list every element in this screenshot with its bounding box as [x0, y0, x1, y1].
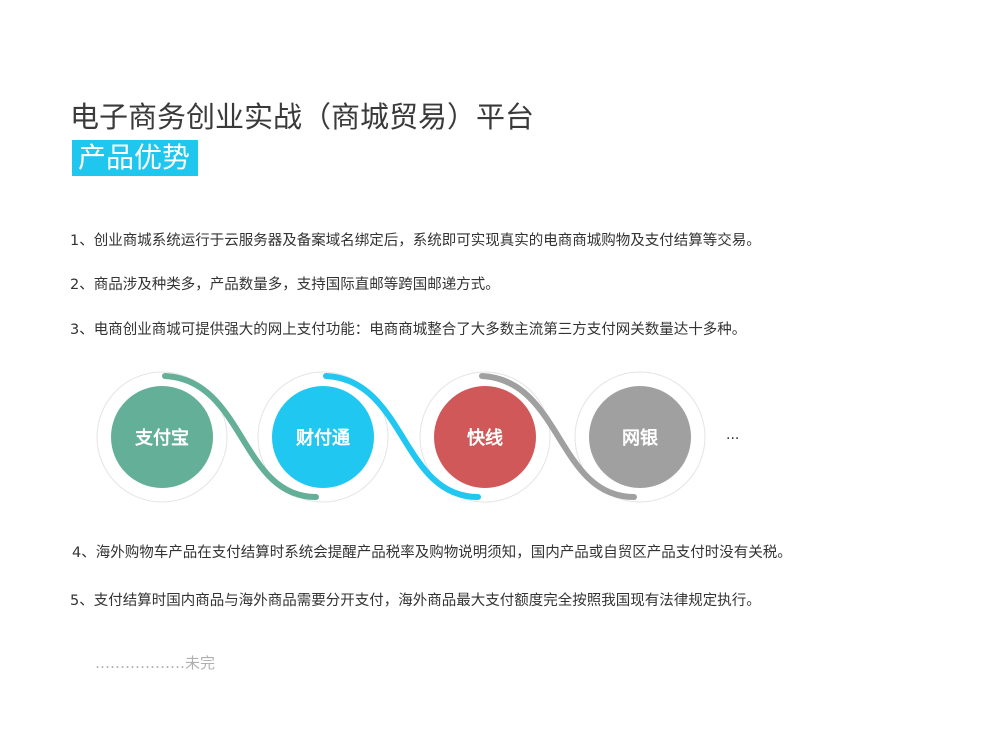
- list-item-1: 1、创业商城系统运行于云服务器及备案域名绑定后，系统即可实现真实的电商商城购物及…: [70, 233, 761, 249]
- outer-ring: [96, 371, 228, 503]
- alipay-circle: [111, 386, 213, 488]
- wave-connector: [479, 373, 637, 500]
- outer-ring: [419, 371, 551, 503]
- wave-connector: [162, 373, 319, 500]
- section-badge: 产品优势: [72, 140, 199, 176]
- list-item-5: 5、支付结算时国内商品与海外商品需要分开支付，海外商品最大支付额度完全按照我国现…: [70, 593, 761, 609]
- unfinished-note: ………………未完: [95, 654, 216, 672]
- netbank-circle: [589, 386, 691, 488]
- tenpay-circle: [272, 386, 374, 488]
- netbank-label: 网银: [622, 427, 659, 449]
- list-item-2: 2、商品涉及种类多，产品数量多，支持国际直邮等跨国邮递方式。: [70, 277, 500, 293]
- alipay-label: 支付宝: [134, 427, 189, 449]
- outer-ring: [257, 371, 389, 503]
- outer-ring: [574, 371, 706, 503]
- kuaixian-label: 快线: [467, 427, 503, 449]
- kuaixian-circle: [434, 386, 536, 488]
- page-title: 电子商务创业实战（商城贸易）平台: [70, 100, 535, 134]
- more-ellipsis: ...: [726, 427, 739, 443]
- list-item-4: 4、海外购物车产品在支付结算时系统会提醒产品税率及购物说明须知，国内产品或自贸区…: [72, 545, 792, 561]
- tenpay-label: 财付通: [296, 427, 350, 449]
- wave-connector: [323, 373, 481, 500]
- outer-rings: [96, 371, 706, 503]
- list-item-3: 3、电商创业商城可提供强大的网上支付功能：电商商城整合了大多数主流第三方支付网关…: [70, 322, 747, 338]
